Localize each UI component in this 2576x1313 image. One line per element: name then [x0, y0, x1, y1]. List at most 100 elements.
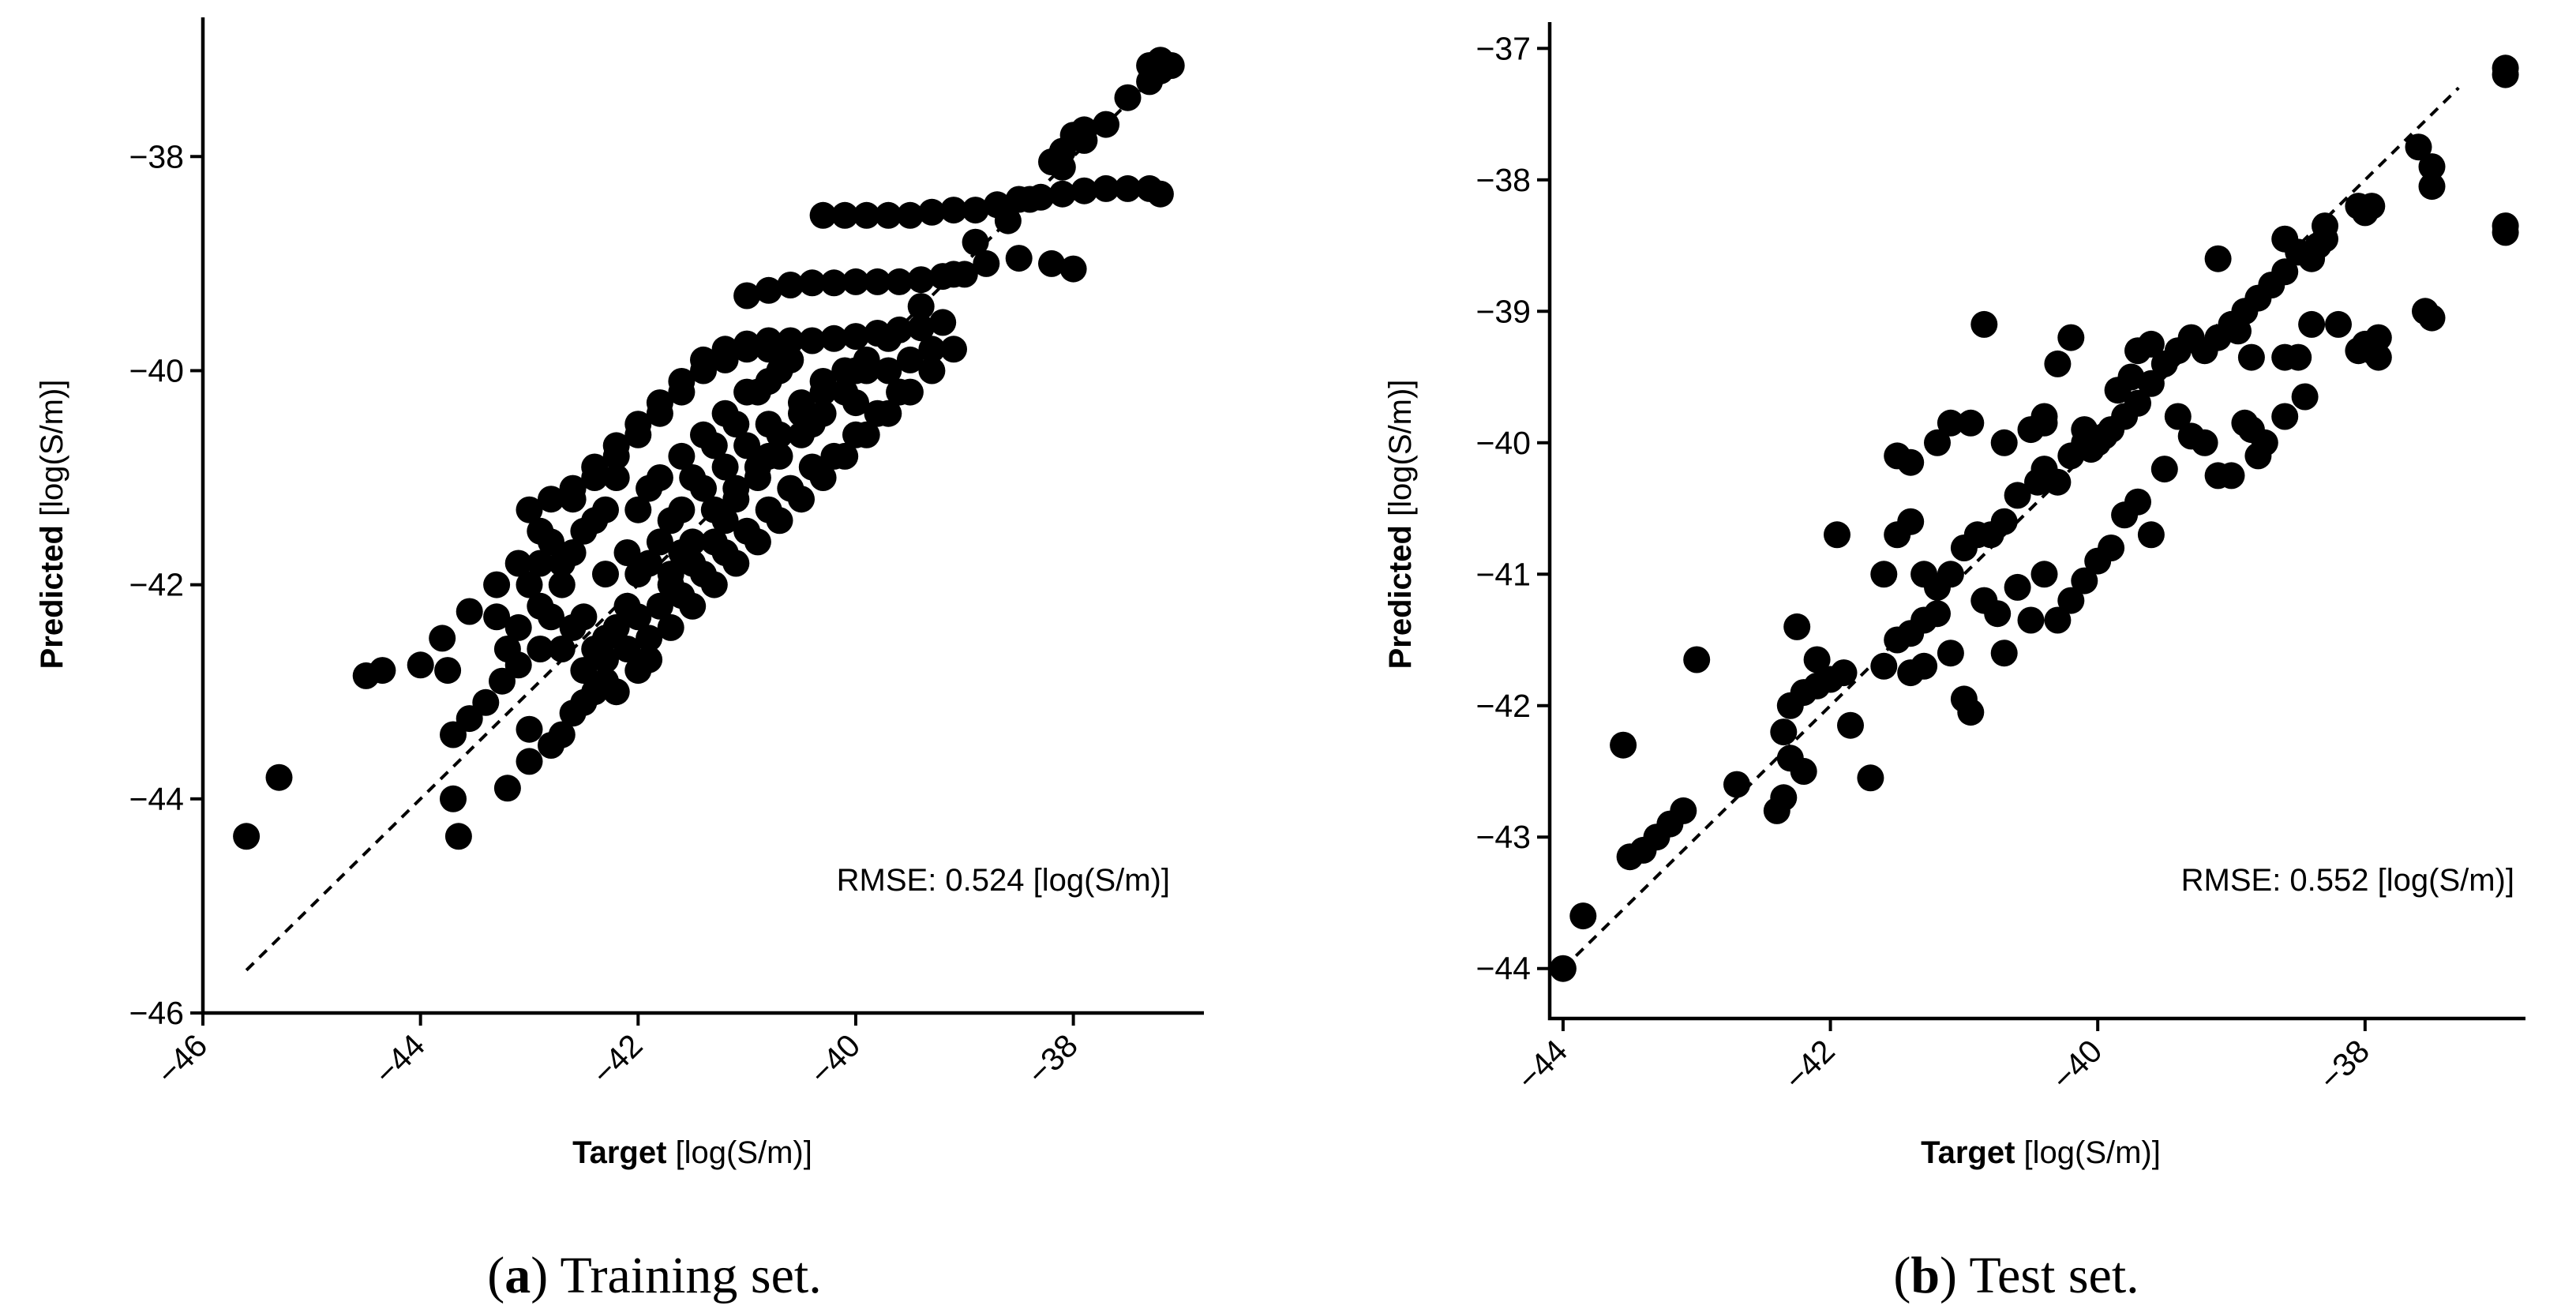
panel-a-data-point: [624, 561, 652, 588]
panel-a-x-axis-title: Target [log(S/m)]: [572, 1135, 812, 1170]
panel-a-data-point: [940, 197, 967, 224]
panel-a-data-point: [831, 357, 859, 385]
panel-b-data-point: [1924, 429, 1951, 456]
panel-a-data-point: [602, 464, 630, 491]
panel-b-rmse-annotation: RMSE: 0.552 [log(S/m)]: [2181, 863, 2514, 898]
panel-a-data-point: [907, 314, 935, 342]
panel-a-data-point: [559, 486, 587, 513]
panel-a-y-tick-label: −44: [129, 781, 184, 817]
panel-b-data-point: [2271, 403, 2299, 430]
panel-a-points: [233, 47, 1185, 850]
panel-a-data-point: [940, 336, 967, 363]
panel-a-data-point: [624, 603, 652, 631]
panel-b-data-point: [2312, 212, 2338, 240]
panel-a-data-point: [820, 324, 848, 352]
panel-b-data-point: [2117, 363, 2145, 391]
panel-b-data-point: [2071, 567, 2098, 595]
panel-a-data-point: [1146, 180, 1174, 208]
panel-b-y-tick-label: −38: [1475, 162, 1531, 198]
panel-b-data-point: [2044, 350, 2072, 377]
panel-a-caption-letter: a: [504, 1247, 531, 1304]
panel-b-data-point: [2137, 330, 2165, 358]
panel-b-data-point: [2298, 245, 2326, 272]
panel-a-data-point: [690, 475, 717, 502]
panel-a-data-point: [918, 336, 946, 363]
panel-b-x-tick-label: −40: [2045, 1033, 2109, 1097]
panel-a-data-point: [744, 528, 771, 556]
panel-a-data-point: [1071, 177, 1098, 204]
panel-b-data-point: [2405, 133, 2432, 161]
panel-b-y-tick-label: −42: [1475, 688, 1531, 724]
panel-a-data-point: [886, 268, 913, 295]
panel-a-data-point: [973, 249, 1000, 277]
panel-b-data-point: [1897, 448, 1925, 476]
panel-a-data-point: [842, 268, 869, 295]
panel-a-data-point: [809, 464, 837, 491]
panel-b-data-point: [1683, 646, 1711, 673]
panel-a: −46 −44 −42 −40 −38 −46 −44 −42 −40 −38 RMSE: 0.…: [35, 17, 1204, 1304]
panel-a-caption-open: (: [487, 1247, 504, 1304]
panel-a-x-axis-title-unit: [log(S/m)]: [666, 1135, 812, 1170]
panel-a-data-point: [733, 282, 761, 309]
panel-b-data-point: [2325, 310, 2352, 338]
panel-b-axes: [1547, 22, 2525, 1021]
panel-a-data-point: [516, 571, 543, 598]
panel-a-data-point: [657, 613, 684, 641]
panel-a-data-point: [690, 357, 717, 385]
panel-a-data-point: [504, 550, 532, 577]
panel-b-data-point: [2364, 324, 2392, 351]
panel-a-y-axis-title: Predicted [log(S/m)]: [35, 380, 69, 670]
panel-a-data-point: [1114, 174, 1142, 202]
panel-a-data-point: [1071, 116, 1098, 144]
panel-a-data-point: [624, 496, 652, 523]
panel-b-data-point: [1990, 508, 2018, 535]
panel-a-data-point: [896, 346, 924, 373]
panel-a-data-point: [538, 486, 564, 513]
panel-b-data-point: [1924, 600, 1951, 628]
panel-b-data-point: [2030, 561, 2058, 588]
panel-b-data-point: [1830, 659, 1858, 687]
panel-a-data-point: [646, 464, 673, 491]
panel-a-data-point: [516, 496, 543, 523]
panel-a-caption-close: ): [531, 1247, 548, 1304]
panel-a-data-point: [1005, 245, 1033, 272]
panel-a-data-point: [636, 646, 663, 673]
panel-a-data-point: [613, 636, 641, 662]
panel-a-data-point: [766, 507, 793, 535]
panel-a-data-point: [798, 269, 826, 297]
panel-b-data-point: [1984, 600, 2012, 628]
panel-b-x-axis-title-bold: Target: [1921, 1135, 2015, 1170]
panel-a-data-point: [440, 785, 467, 812]
panel-a-x-tick-label: −38: [1020, 1027, 1085, 1092]
panel-a-data-point: [875, 357, 902, 385]
panel-b-data-point: [1837, 711, 1864, 739]
panel-a-data-point: [592, 561, 619, 588]
panel-b-y-ticks: −44 −43 −42 −41 −40 −39 −38 −37: [1475, 30, 1550, 987]
panel-a-data-point: [700, 528, 728, 556]
panel-a-data-point: [1059, 255, 1087, 283]
panel-a-x-tick-label: −42: [585, 1027, 650, 1092]
panel-a-data-point: [831, 442, 859, 470]
panel-a-data-point: [733, 378, 761, 406]
panel-a-caption-text: Training set.: [548, 1247, 822, 1304]
panel-a-data-point: [853, 421, 880, 448]
panel-b-data-point: [2285, 343, 2312, 371]
panel-a-x-tick-label: −46: [150, 1027, 215, 1092]
panel-a-data-point: [613, 539, 641, 566]
panel-b-data-point: [2004, 482, 2031, 509]
panel-a-data-point: [820, 269, 848, 297]
panel-b-data-point: [1897, 508, 1925, 535]
panel-a-data-point: [624, 421, 652, 448]
panel-a-data-point: [456, 598, 483, 625]
panel-a-data-point: [766, 442, 793, 470]
panel-b-data-point: [1610, 731, 1637, 759]
panel-b-data-point: [1803, 646, 1831, 673]
panel-a-data-point: [744, 464, 771, 491]
panel-a-data-point: [690, 421, 717, 448]
panel-a-data-point: [896, 378, 924, 406]
panel-b-y-tick-label: −40: [1475, 425, 1531, 461]
panel-a-x-ticks: −46 −44 −42 −40 −38: [150, 1013, 1085, 1092]
panel-b-data-point: [1870, 652, 1898, 680]
panel-b-data-point: [1870, 561, 1898, 588]
